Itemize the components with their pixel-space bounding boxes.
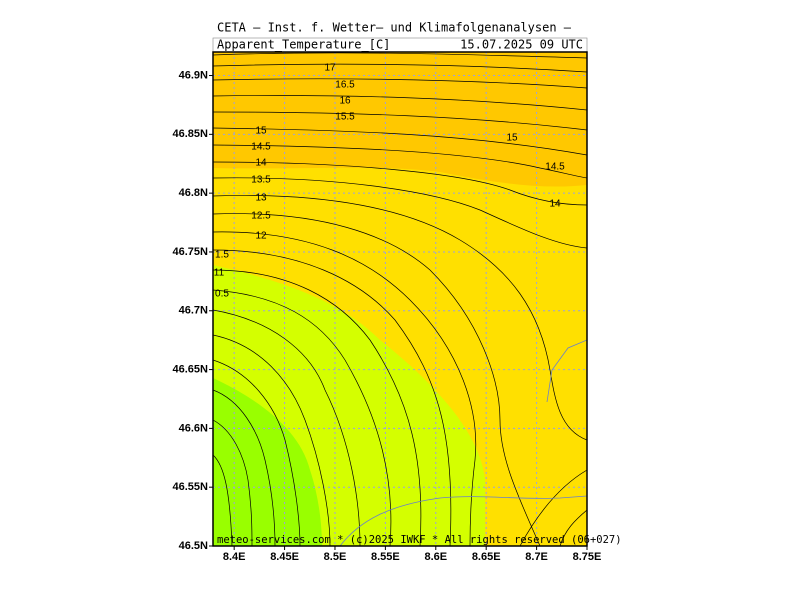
x-tick-label: 8.4E [223,551,246,563]
x-tick-label: 8.6E [424,551,447,563]
x-tick-label: 8.55E [371,551,400,563]
y-tick-label: 46.5N [179,540,208,552]
y-tick-label: 46.7N [179,305,208,317]
contour-label: 13 [255,193,267,204]
x-tick-label: 8.75E [573,551,602,563]
contour-label: 15 [255,126,267,137]
footer: meteo-services.com * (c)2025 IWKF * All … [217,534,622,546]
y-tick-label: 46.65N [173,363,209,375]
y-tick-label: 46.8N [179,187,208,199]
lake-outlines [339,339,587,546]
field-orange [213,52,587,187]
contour-label: 14 [255,158,267,169]
isolines [213,52,587,546]
plot-frame [212,51,588,547]
x-tick-label: 8.65E [472,551,501,563]
variable: Apparent_Temperature_[C] [217,38,390,52]
contour-label: 16.5 [335,80,355,91]
contour-label: 0.5 [215,289,229,300]
y-tick-label: 46.55N [173,481,209,493]
time: 15.07.2025 09 UTC [460,38,583,52]
x-tick-label: 8.7E [525,551,548,563]
contour-label: 14.5 [251,142,271,153]
contour-label: 15.5 [335,112,355,123]
contour-label: 17 [324,63,336,74]
x-tick-label: 8.45E [270,551,299,563]
field-green [213,378,322,546]
y-tick-label: 46.6N [179,422,208,434]
x-tick-label: 8.5E [324,551,347,563]
title: CETA — Inst. f. Wetter— und Klimafolgena… [217,21,572,35]
contour-label: 12 [255,231,267,242]
contour-label: 15 [506,133,518,144]
y-tick-label: 46.85N [173,128,209,140]
contour-label: 11 [214,268,225,279]
plot-area: 17 16.5 16 15.5 15 14.5 14 13.5 13 12.5 12 1.5 11 0.5… [213,52,587,546]
contour-label: 12.5 [251,211,271,222]
contour-label: 16 [339,96,351,107]
contour-label: 13.5 [251,175,271,186]
y-tick-label: 46.9N [179,69,208,81]
contour-label: 1.5 [215,250,229,261]
contour-label: 14.5 [545,162,565,173]
y-tick-label: 46.75N [173,246,209,258]
contour-label: 14 [549,199,561,210]
